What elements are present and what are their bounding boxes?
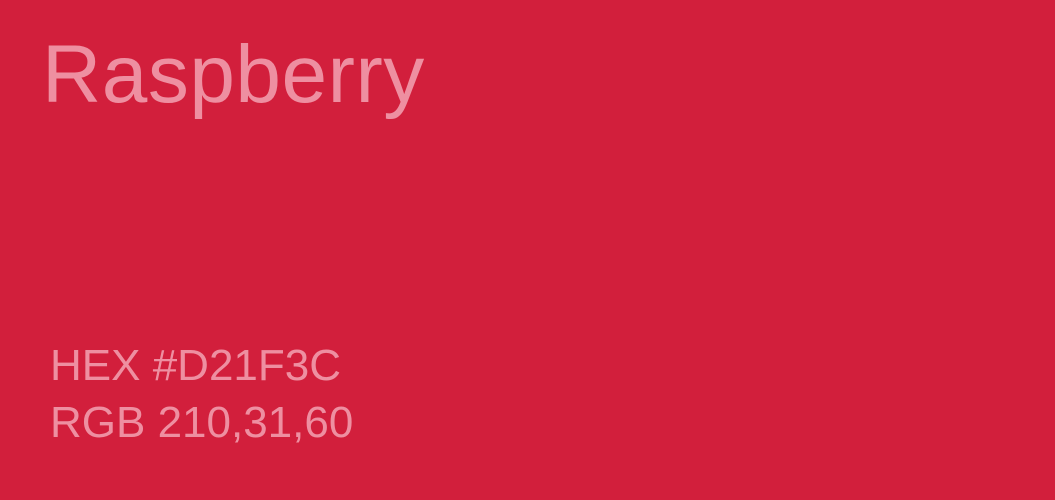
rgb-value: RGB 210,31,60 — [50, 398, 354, 447]
color-name: Raspberry — [42, 29, 425, 120]
hex-value: HEX #D21F3C — [50, 341, 342, 390]
color-codes: HEX #D21F3C RGB 210,31,60 — [50, 337, 353, 451]
